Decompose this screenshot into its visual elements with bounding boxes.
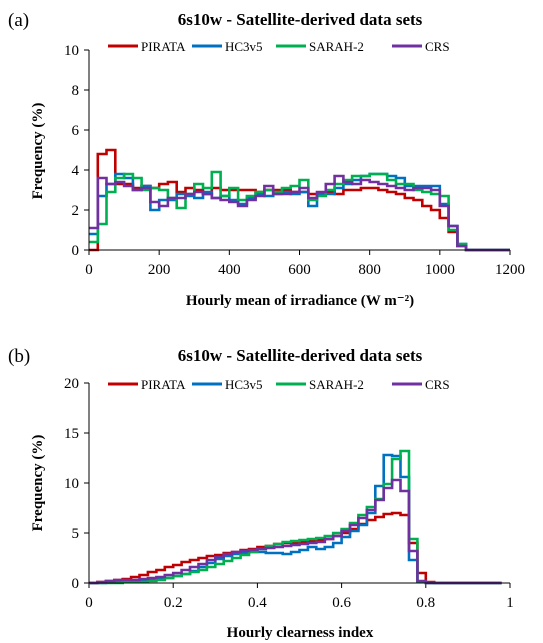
x-axis-label-a: Hourly mean of irradiance (W m⁻²) — [186, 293, 414, 309]
chart-title-a: 6s10w - Satellite-derived data sets — [178, 10, 423, 29]
legend-label-crs-a: CRS — [425, 39, 450, 54]
x-tick-label-a: 400 — [218, 262, 241, 278]
x-tick-label-b: 0.8 — [416, 595, 435, 611]
x-ticks-a: 0 200 400 600 800 1000 1200 — [85, 250, 525, 278]
series-line-crs-b — [89, 478, 502, 585]
y-ticks-a: 0 2 4 6 8 10 — [64, 43, 89, 259]
legend-b: PIRATA HC3v5 SARAH-2 CRS — [108, 377, 450, 392]
chart-title-b: 6s10w - Satellite-derived data sets — [178, 346, 423, 365]
chart-panel-a: (a) 6s10w - Satellite-derived data sets … — [8, 10, 525, 309]
y-tick-label-b: 20 — [64, 376, 79, 392]
y-tick-label-a: 4 — [72, 163, 80, 179]
legend-label-pirata-a: PIRATA — [141, 39, 186, 54]
x-tick-label-a: 0 — [85, 262, 93, 278]
legend-label-sarah-2-a: SARAH-2 — [309, 39, 364, 54]
x-tick-label-a: 800 — [358, 262, 381, 278]
series-group-b — [89, 449, 502, 585]
x-tick-label-a: 1000 — [425, 262, 455, 278]
x-tick-label-b: 0.4 — [248, 595, 267, 611]
y-tick-label-b: 10 — [64, 476, 79, 492]
x-tick-label-a: 200 — [148, 262, 171, 278]
y-tick-label-b: 5 — [72, 526, 80, 542]
series-line-pirata-b — [89, 511, 502, 585]
series-line-sarah-2-a — [89, 170, 510, 252]
x-tick-label-b: 0 — [85, 595, 93, 611]
x-tick-label-a: 600 — [288, 262, 311, 278]
series-group-a — [89, 148, 510, 252]
y-ticks-b: 0 5 10 15 20 — [64, 376, 89, 592]
y-tick-label-b: 15 — [64, 426, 79, 442]
y-tick-label-a: 2 — [72, 203, 80, 219]
y-tick-label-a: 0 — [72, 243, 80, 259]
y-tick-label-a: 8 — [72, 83, 80, 99]
legend-a: PIRATA HC3v5 SARAH-2 CRS — [108, 39, 450, 54]
chart-panel-b: (b) 6s10w - Satellite-derived data sets … — [8, 346, 514, 641]
legend-label-hc3v5-a: HC3v5 — [225, 39, 263, 54]
legend-label-hc3v5-b: HC3v5 — [225, 377, 263, 392]
legend-label-sarah-2-b: SARAH-2 — [309, 377, 364, 392]
x-ticks-b: 0 0.2 0.4 0.6 0.8 1 — [85, 583, 514, 611]
series-line-sarah-2-b — [89, 449, 502, 585]
y-tick-label-b: 0 — [72, 576, 80, 592]
series-line-crs-a — [89, 174, 510, 252]
x-tick-label-a: 1200 — [495, 262, 525, 278]
x-axis-label-b: Hourly clearness index — [227, 625, 374, 641]
y-tick-label-a: 6 — [72, 123, 80, 139]
x-tick-label-b: 0.2 — [164, 595, 183, 611]
series-line-hc3v5-b — [89, 453, 502, 585]
y-axis-label-a: Frequency (%) — [30, 103, 46, 200]
legend-label-crs-b: CRS — [425, 377, 450, 392]
y-axis-label-b: Frequency (%) — [30, 435, 46, 532]
legend-label-pirata-b: PIRATA — [141, 377, 186, 392]
x-tick-label-b: 1 — [506, 595, 514, 611]
panel-label-a: (a) — [8, 10, 29, 31]
x-tick-label-b: 0.6 — [332, 595, 351, 611]
panel-label-b: (b) — [8, 346, 30, 367]
series-line-pirata-a — [89, 148, 510, 252]
y-tick-label-a: 10 — [64, 43, 79, 59]
